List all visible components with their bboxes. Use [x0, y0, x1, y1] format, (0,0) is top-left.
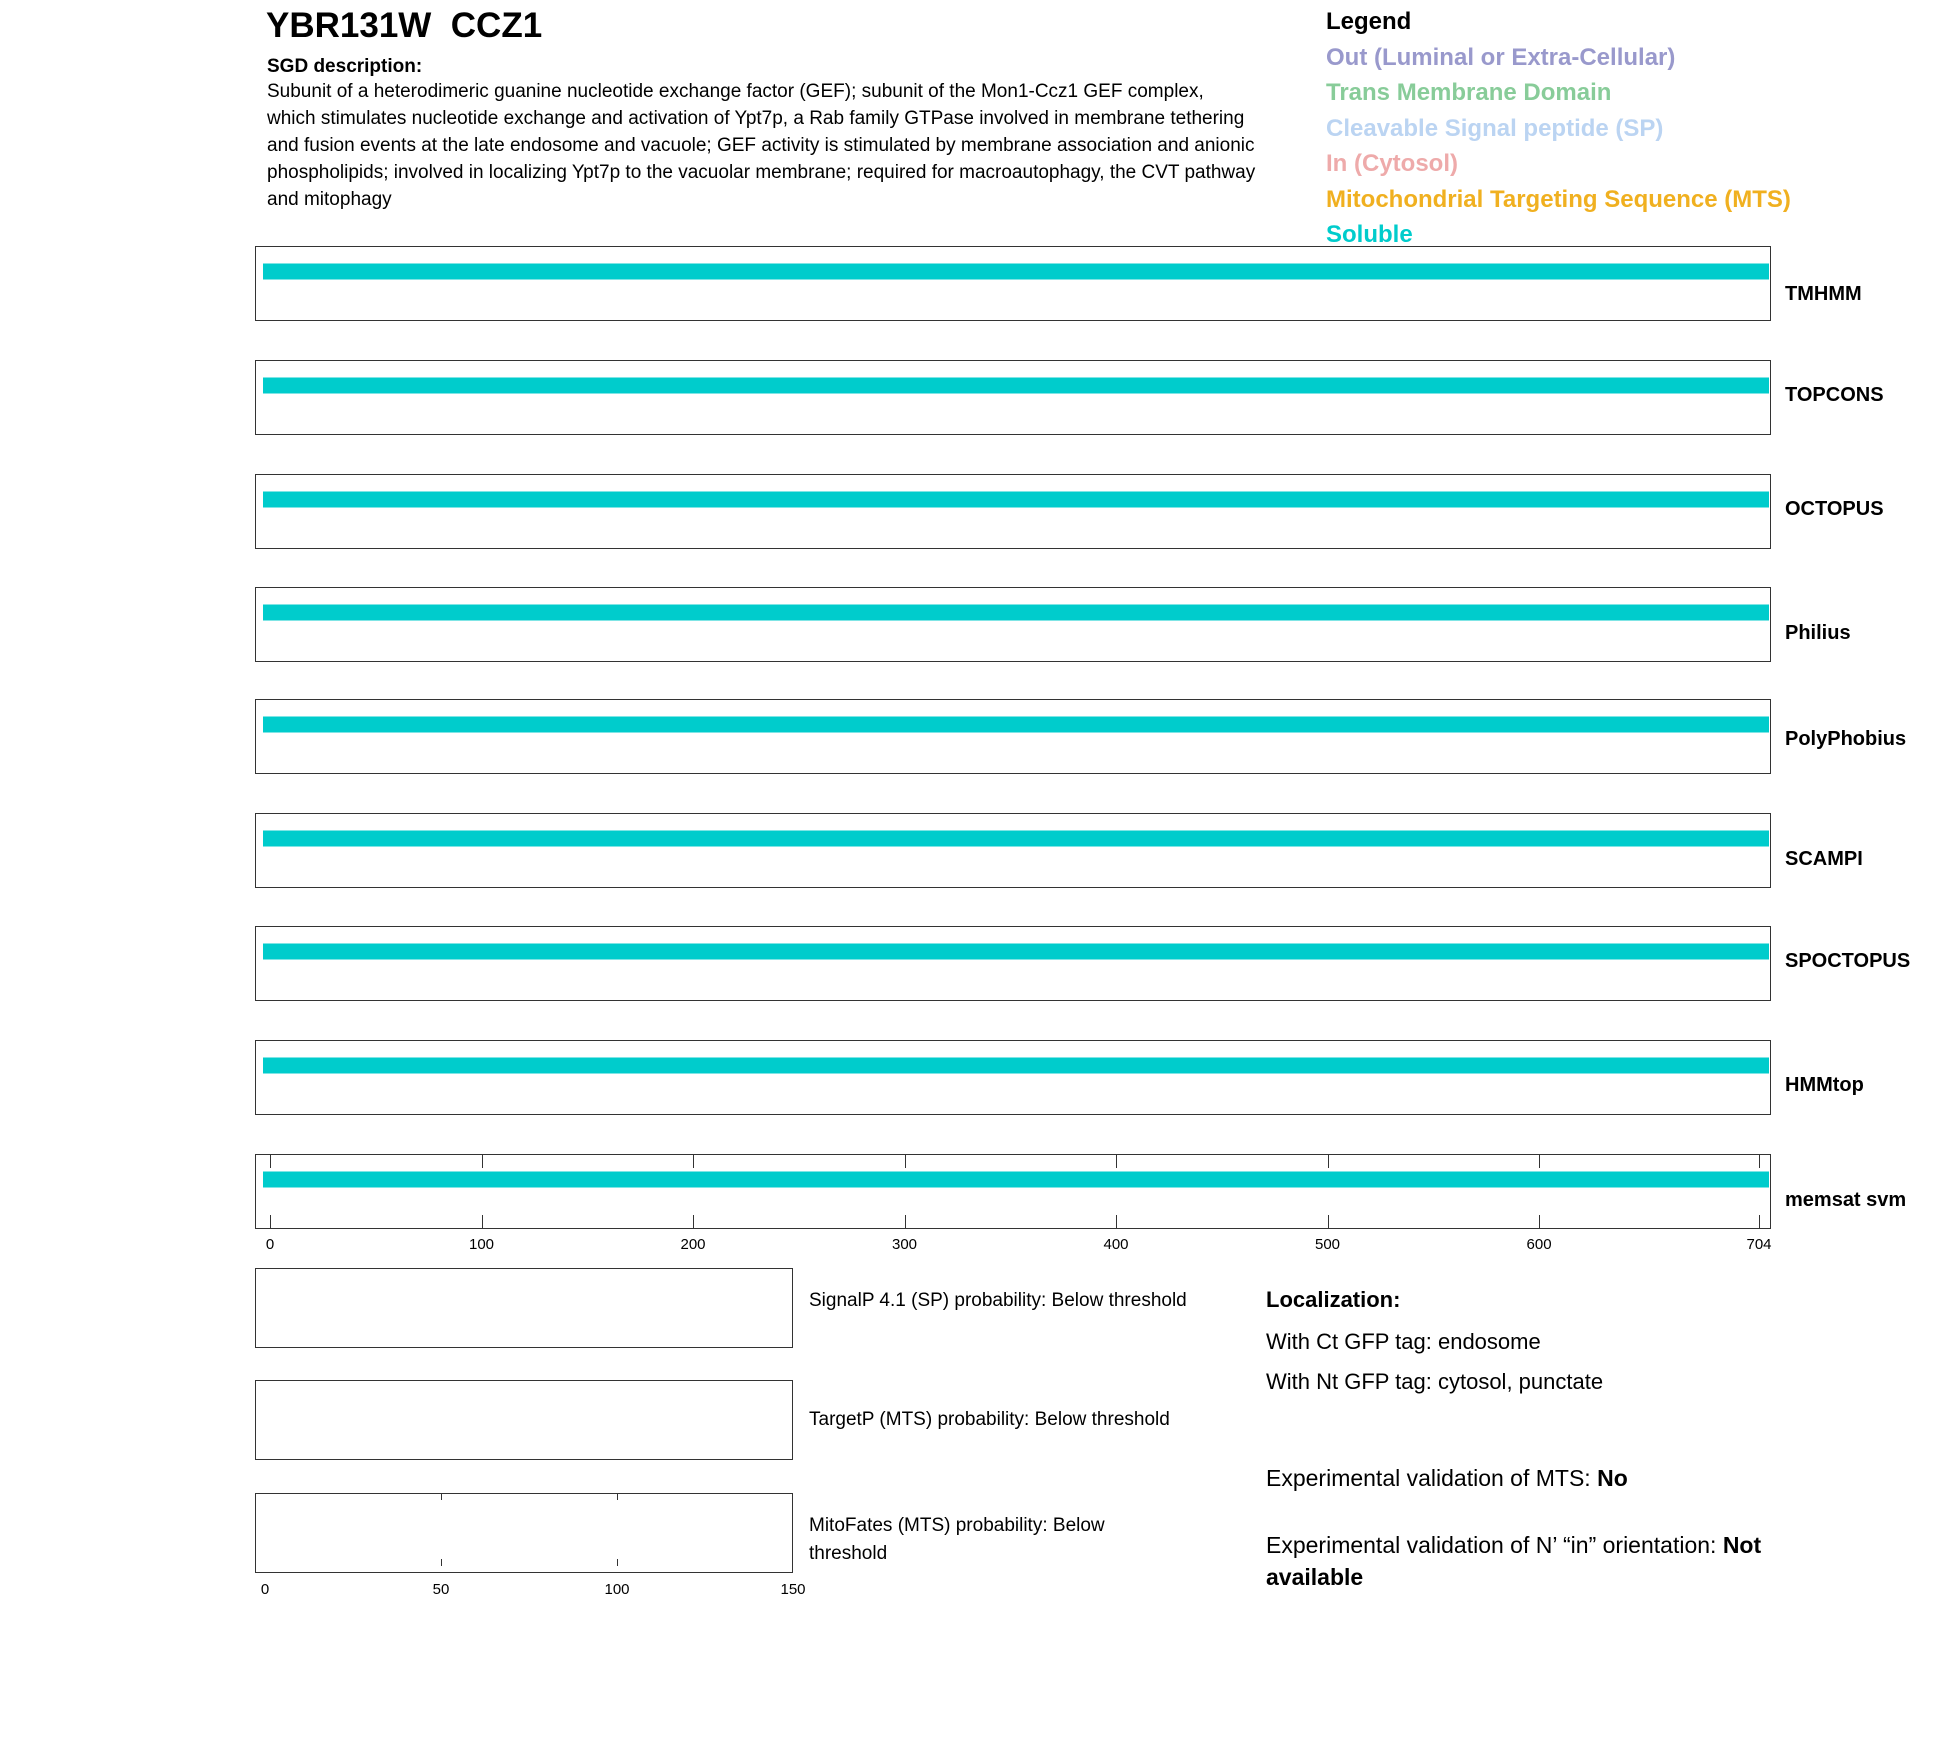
- segment-bar: [263, 830, 1769, 847]
- tick-mark: [481, 1215, 483, 1229]
- tick-label: 400: [1103, 1236, 1129, 1253]
- localization-heading: Localization:: [1266, 1287, 1401, 1312]
- track-memsat-svm: [255, 1154, 1771, 1229]
- segment-bar: [263, 491, 1769, 508]
- segment-bar: [263, 604, 1769, 621]
- tick-mark: [270, 1154, 271, 1168]
- track-label: TOPCONS: [1785, 384, 1884, 406]
- track-label: OCTOPUS: [1785, 498, 1884, 520]
- targetp-text: TargetP (MTS) probability: Below thresho…: [809, 1409, 1170, 1430]
- legend-item: Cleavable Signal peptide (SP): [1326, 114, 1664, 142]
- track-polyphobius: [255, 699, 1771, 774]
- track-scampi: [255, 813, 1771, 888]
- tick-mark: [1759, 1215, 1760, 1229]
- legend-item: Soluble: [1326, 221, 1413, 248]
- tick-label: 500: [1315, 1236, 1341, 1253]
- orientation-validation-value: Not available: [1266, 1532, 1762, 1590]
- tick-mark: [1327, 1215, 1329, 1229]
- tick-mark: [441, 1559, 442, 1566]
- tick-label: 600: [1526, 1236, 1552, 1253]
- track-hmmtop: [255, 1040, 1771, 1115]
- tick-label: 100: [604, 1581, 630, 1598]
- tick-mark: [693, 1215, 694, 1229]
- track-label: memsat svm: [1785, 1189, 1907, 1211]
- segment-bar: [263, 1057, 1769, 1074]
- tick-mark: [481, 1154, 483, 1168]
- tick-label: 300: [892, 1236, 918, 1253]
- tick-label: 0: [260, 1581, 270, 1598]
- localization-ct: With Ct GFP tag: endosome: [1266, 1329, 1541, 1354]
- tick-mark: [1116, 1215, 1118, 1229]
- track-tmhmm: [255, 246, 1771, 321]
- mitofates-text: MitoFates (MTS) probability: Below thres…: [809, 1515, 1105, 1564]
- track-label: PolyPhobius: [1785, 728, 1907, 750]
- targetp-plot: [255, 1380, 793, 1460]
- tick-label: 200: [680, 1236, 706, 1253]
- legend-item: Mitochondrial Targeting Sequence (MTS): [1326, 185, 1791, 213]
- tick-label: 704: [1746, 1236, 1772, 1253]
- tick-label: 100: [468, 1236, 495, 1253]
- tick-mark: [1539, 1215, 1541, 1229]
- gene-title: YBR131W CCZ1: [266, 6, 543, 45]
- track-philius: [255, 587, 1771, 662]
- signalp-text: SignalP 4.1 (SP) probability: Below thre…: [809, 1290, 1187, 1311]
- tick-mark: [441, 1493, 442, 1500]
- tick-mark: [617, 1493, 618, 1500]
- legend-title: Legend: [1326, 8, 1412, 35]
- segment-bar: [263, 716, 1769, 733]
- description-text: Subunit of a heterodimeric guanine nucle…: [267, 81, 1256, 210]
- legend-item: In (Cytosol): [1326, 150, 1458, 177]
- mitofates-plot: [255, 1493, 793, 1573]
- tick-mark: [1539, 1154, 1541, 1168]
- tick-mark: [904, 1154, 906, 1168]
- mts-validation: Experimental validation of MTS: No: [1266, 1462, 1866, 1494]
- tick-mark: [270, 1215, 271, 1229]
- description-heading: SGD description:: [267, 56, 423, 77]
- tick-mark: [1116, 1154, 1118, 1168]
- track-topcons: [255, 360, 1771, 435]
- track-label: HMMtop: [1785, 1074, 1864, 1096]
- tick-mark: [1759, 1154, 1760, 1168]
- tick-mark: [1327, 1154, 1329, 1168]
- orientation-validation-label: Experimental validation of N’ “in” orien…: [1266, 1532, 1723, 1558]
- tick-mark: [617, 1559, 618, 1566]
- mts-validation-label: Experimental validation of MTS:: [1266, 1465, 1598, 1491]
- signalp-plot: [255, 1268, 793, 1348]
- tick-label: 50: [432, 1581, 450, 1598]
- tick-label: 150: [780, 1581, 806, 1598]
- tick-mark: [904, 1215, 906, 1229]
- track-label: SPOCTOPUS: [1785, 950, 1911, 972]
- mts-validation-value: No: [1597, 1465, 1628, 1491]
- tick-mark: [693, 1154, 694, 1168]
- track-label: Philius: [1785, 622, 1851, 644]
- legend-item: Trans Membrane Domain: [1326, 79, 1612, 106]
- segment-bar: [263, 263, 1769, 280]
- localization-nt: With Nt GFP tag: cytosol, punctate: [1266, 1369, 1604, 1394]
- segment-bar: [263, 377, 1769, 394]
- track-spoctopus: [255, 926, 1771, 1001]
- track-octopus: [255, 474, 1771, 549]
- orientation-validation: Experimental validation of N’ “in” orien…: [1266, 1529, 1846, 1593]
- tick-label: 0: [265, 1236, 275, 1253]
- segment-bar: [263, 1171, 1769, 1188]
- track-label: SCAMPI: [1785, 848, 1863, 870]
- legend: Legend Out (Luminal or Extra-Cellular) T…: [1326, 4, 1791, 253]
- track-label: TMHMM: [1785, 283, 1862, 305]
- legend-item: Out (Luminal or Extra-Cellular): [1326, 43, 1676, 71]
- segment-bar: [263, 943, 1769, 960]
